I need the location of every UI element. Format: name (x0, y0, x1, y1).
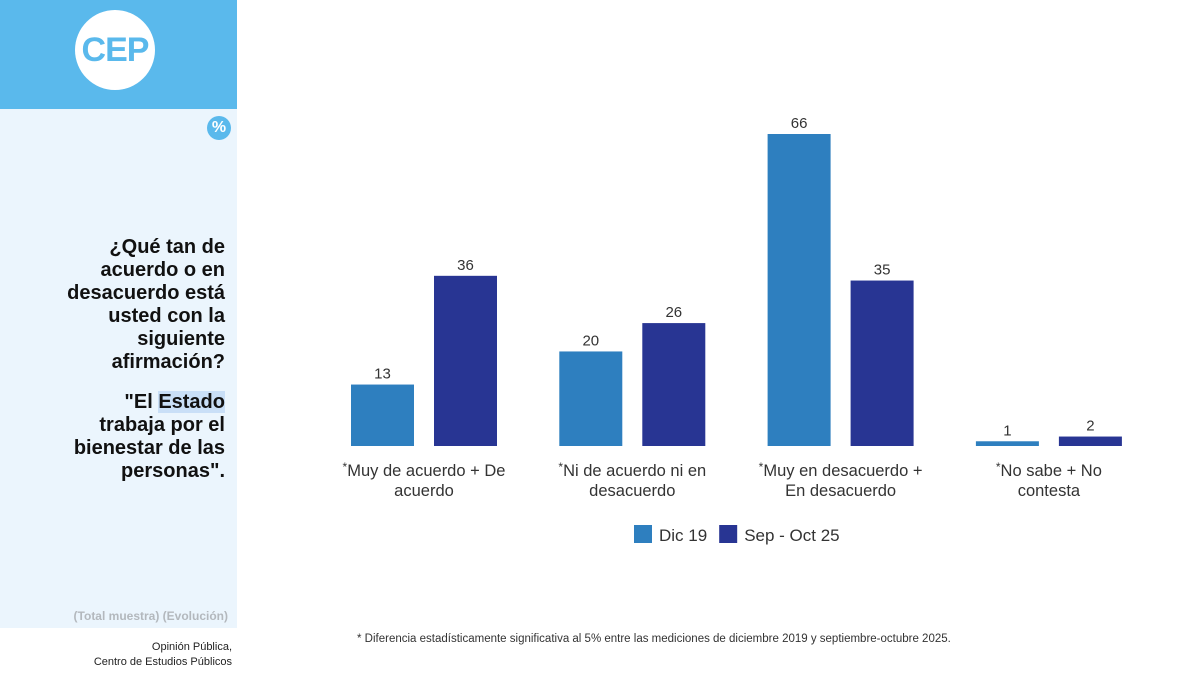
question-line: afirmación? (111, 351, 225, 373)
statement-line: bienestar de las (25, 437, 225, 460)
significance-marker: * (558, 460, 563, 474)
category-label: acuerdo (394, 482, 454, 500)
category-label: En desacuerdo (785, 482, 896, 500)
legend-label: Sep - Oct 25 (744, 526, 839, 545)
question-line: usted con la (108, 305, 225, 327)
highlighted-word: Estado (158, 391, 225, 413)
bar-1 (767, 134, 831, 446)
data-label: 1 (1003, 422, 1011, 439)
statement-text: "El Estado trabaja por el bienestar de las… (25, 391, 225, 483)
statement-fragment: personas". (121, 460, 225, 482)
footnote: * Diferencia estadísticamente significat… (357, 633, 951, 645)
category-text: Ni de acuerdo ni en (563, 462, 706, 480)
bar-2 (850, 280, 914, 446)
category-label: *Muy de acuerdo + De (343, 460, 506, 480)
category-text: No sabe + No (1001, 462, 1102, 480)
data-label: 2 (1086, 418, 1094, 435)
bar-1 (351, 384, 414, 446)
logo-text: CEP (81, 30, 150, 69)
legend-swatch-1 (634, 525, 652, 543)
legend-label: Dic 19 (659, 526, 707, 545)
bar-2 (642, 323, 706, 446)
statement-line: personas". (25, 460, 225, 483)
statement-fragment: trabaja por el (99, 414, 225, 436)
category-label: *No sabe + No (996, 460, 1102, 480)
percent-icon: % (207, 116, 231, 140)
data-label: 20 (582, 332, 599, 349)
question-line: acuerdo o en (100, 259, 225, 281)
statement-fragment: "El (124, 391, 159, 413)
statement-line: trabaja por el (25, 414, 225, 437)
category-label: *Ni de acuerdo ni en (558, 460, 706, 480)
bar-2 (1058, 436, 1122, 446)
legend-swatch-2 (719, 525, 738, 543)
sidebar: CEP % (0, 0, 237, 628)
cep-logo: CEP (75, 10, 155, 90)
category-label: desacuerdo (589, 482, 675, 500)
significance-marker: * (996, 460, 1001, 474)
category-label: *Muy en desacuerdo + (759, 460, 923, 480)
bar-1 (559, 351, 623, 446)
question-text: ¿Qué tan de acuerdo o en desacuerdo está us… (25, 236, 225, 374)
bar-2 (434, 275, 497, 446)
data-label: 66 (791, 115, 808, 132)
data-label: 13 (374, 366, 391, 383)
question-line: ¿Qué tan de (109, 236, 225, 258)
data-label: 35 (874, 262, 891, 279)
category-label: contesta (1018, 482, 1081, 500)
statement-line: "El Estado (25, 391, 225, 414)
sample-note: (Total muestra) (Evolución) (73, 609, 228, 623)
bar-1 (975, 441, 1039, 446)
statement-fragment: bienestar de las (73, 437, 225, 459)
question-line: desacuerdo está (67, 282, 225, 304)
significance-marker: * (759, 460, 764, 474)
data-label: 26 (665, 304, 682, 321)
logo-band: CEP (0, 0, 237, 109)
category-text: Muy en desacuerdo + (763, 462, 922, 480)
source-credit: Opinión Pública, Centro de Estudios Públ… (94, 640, 232, 670)
source-line-1: Opinión Pública, (151, 641, 232, 653)
data-label: 36 (457, 257, 474, 274)
category-text: Muy de acuerdo + De (347, 462, 505, 480)
question-line: siguiente (137, 328, 225, 350)
significance-marker: * (343, 460, 348, 474)
source-line-2: Centro de Estudios Públicos (93, 656, 232, 668)
